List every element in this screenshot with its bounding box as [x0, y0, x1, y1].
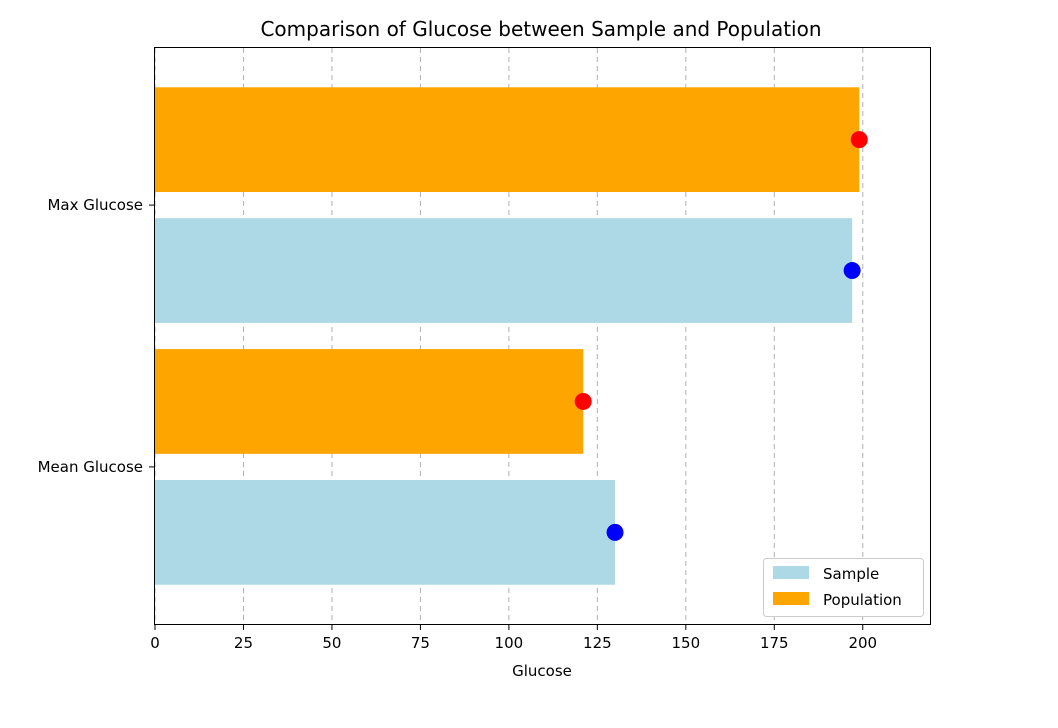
markers-group: [574, 131, 868, 541]
x-tick-label-125: 125: [583, 634, 612, 652]
x-axis-label: Glucose: [512, 662, 572, 680]
y-axis-ticks: Mean Glucose Max Glucose: [38, 196, 155, 476]
bar-population-mean-glucose: [155, 349, 584, 454]
bar-sample-mean-glucose: [155, 480, 616, 585]
x-tick-label-0: 0: [150, 634, 160, 652]
plot-frame: [154, 47, 931, 625]
marker-population-mean-glucose: [574, 392, 592, 410]
bar-population-max-glucose: [155, 87, 860, 192]
x-tick-label-150: 150: [672, 634, 701, 652]
legend: Sample Population: [763, 558, 924, 617]
x-tick-label-75: 75: [411, 634, 430, 652]
chart-title: Comparison of Glucose between Sample and…: [260, 17, 821, 41]
x-tick-label-100: 100: [495, 634, 524, 652]
x-tick-label-200: 200: [848, 634, 877, 652]
x-axis-ticks: 0 25 50 75 100 125 150 175 200: [150, 624, 877, 652]
marker-sample-max-glucose: [843, 262, 861, 280]
x-tick-label-50: 50: [322, 634, 341, 652]
legend-label-population: Population: [823, 591, 902, 609]
bar-sample-max-glucose: [155, 218, 853, 323]
x-tick-label-175: 175: [760, 634, 789, 652]
marker-sample-mean-glucose: [606, 523, 624, 541]
x-tick-label-25: 25: [234, 634, 253, 652]
marker-population-max-glucose: [850, 131, 868, 149]
legend-label-sample: Sample: [823, 565, 879, 583]
legend-swatch-population: [773, 592, 809, 605]
y-tick-label-mean-glucose: Mean Glucose: [38, 458, 143, 476]
legend-swatch-sample: [773, 566, 809, 579]
y-tick-label-max-glucose: Max Glucose: [47, 196, 143, 214]
bars-group: [155, 87, 860, 585]
